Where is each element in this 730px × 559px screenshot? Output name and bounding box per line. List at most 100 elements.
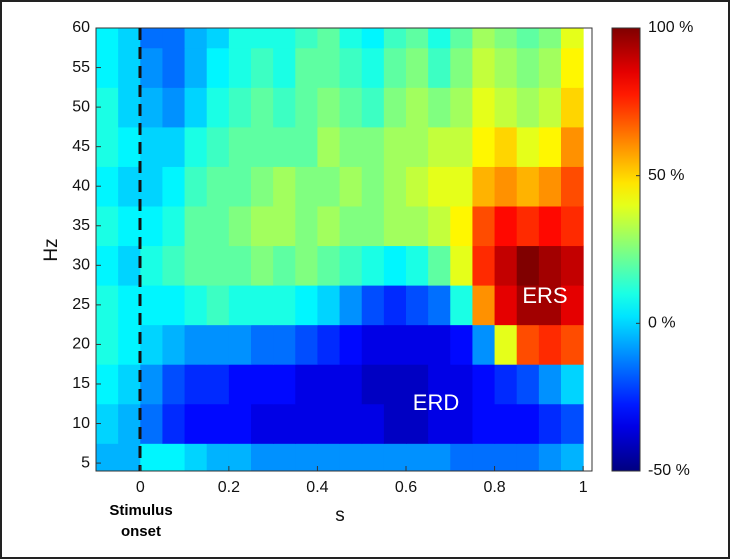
heat-cell [118, 443, 141, 471]
heat-cell [538, 87, 562, 128]
heat-cell [494, 245, 518, 286]
y-tick-label: 20 [72, 336, 90, 353]
heat-cell [406, 364, 429, 405]
heat-cell [162, 166, 186, 207]
heat-cell [494, 285, 518, 326]
heat-cell [561, 126, 584, 167]
heat-cell [118, 47, 141, 88]
heat-cell [140, 205, 163, 247]
heat-cell [538, 47, 562, 88]
heat-cell [162, 87, 186, 128]
heat-cell [206, 126, 230, 167]
heat-cell [273, 443, 296, 471]
heat-cell [295, 403, 318, 444]
heat-cell [472, 205, 496, 247]
heat-cell [450, 166, 473, 207]
heat-cell [472, 28, 496, 49]
heat-cell [472, 87, 496, 128]
heat-cell [251, 403, 274, 444]
heat-cell [251, 364, 274, 405]
heat-cell [140, 47, 163, 88]
heat-cell [96, 28, 119, 49]
heat-cell [450, 87, 473, 128]
heat-cell [428, 205, 451, 247]
heat-cell [428, 166, 451, 207]
onset-label: Stimulus onset [109, 502, 173, 540]
heat-cell [472, 443, 496, 471]
heat-cell [317, 364, 341, 405]
heat-cell [406, 324, 429, 365]
heat-cell [295, 126, 318, 167]
heat-cell [206, 285, 230, 326]
heat-cell [96, 166, 119, 207]
heat-cell [228, 285, 252, 326]
heat-cell [228, 324, 252, 365]
heat-cell [339, 245, 363, 286]
heat-cell [494, 443, 518, 471]
heat-cell [140, 166, 163, 207]
heat-cell [184, 166, 208, 207]
heat-cell [96, 126, 119, 167]
heat-cell [361, 166, 385, 207]
heat-cell [273, 166, 296, 207]
heat-cell [516, 245, 540, 286]
heat-cell [273, 403, 296, 444]
heat-cell [162, 245, 186, 286]
heat-cell [206, 443, 230, 471]
heat-cell [538, 126, 562, 167]
colorbar-tick-label: -50 % [648, 462, 690, 479]
heat-cell [118, 324, 141, 365]
heat-cell [295, 364, 318, 405]
colorbar-tick-label: 100 % [648, 19, 693, 36]
heat-cell [184, 28, 208, 49]
heat-cell [251, 205, 274, 247]
heat-cell [273, 28, 296, 49]
heat-cell [361, 87, 385, 128]
heat-cell [450, 126, 473, 167]
heat-cell [339, 205, 363, 247]
x-tick-label: 0.2 [218, 479, 240, 496]
heat-cell [317, 403, 341, 444]
heat-cell [251, 285, 274, 326]
heat-cell [251, 126, 274, 167]
colorbar-tick-label: 0 % [648, 315, 676, 332]
heat-cell [162, 403, 186, 444]
heat-cell [383, 403, 407, 444]
heat-cell [383, 166, 407, 207]
heat-cell [538, 166, 562, 207]
x-axis-label: s [335, 505, 345, 526]
y-tick-label: 15 [72, 375, 90, 392]
heat-cell [251, 87, 274, 128]
heat-cell [561, 245, 584, 286]
heat-cell [140, 87, 163, 128]
heat-cell [317, 324, 341, 365]
heat-cell [273, 364, 296, 405]
heat-cell [406, 443, 429, 471]
heat-cell [561, 47, 584, 88]
heat-cell [228, 126, 252, 167]
heat-cell [206, 364, 230, 405]
y-tick-label: 60 [72, 19, 90, 36]
heat-cell [228, 166, 252, 207]
heat-cell [538, 245, 562, 286]
heat-cell [273, 285, 296, 326]
heat-cell [383, 324, 407, 365]
heat-cell [118, 87, 141, 128]
heat-cell [317, 205, 341, 247]
heat-cell [206, 47, 230, 88]
heat-cell [228, 28, 252, 49]
heat-cell [228, 443, 252, 471]
heat-cell [96, 47, 119, 88]
heat-cell [361, 285, 385, 326]
heat-cell [516, 443, 540, 471]
heat-cell [450, 245, 473, 286]
heat-cell [361, 205, 385, 247]
x-tick-label: 0 [136, 479, 145, 496]
heat-cell [295, 87, 318, 128]
heat-cell [516, 205, 540, 247]
heat-cell [361, 364, 385, 405]
heat-cell [472, 364, 496, 405]
heat-cell [383, 285, 407, 326]
heat-cell [406, 126, 429, 167]
